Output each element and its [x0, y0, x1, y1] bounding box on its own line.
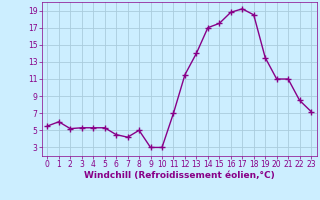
X-axis label: Windchill (Refroidissement éolien,°C): Windchill (Refroidissement éolien,°C)	[84, 171, 275, 180]
